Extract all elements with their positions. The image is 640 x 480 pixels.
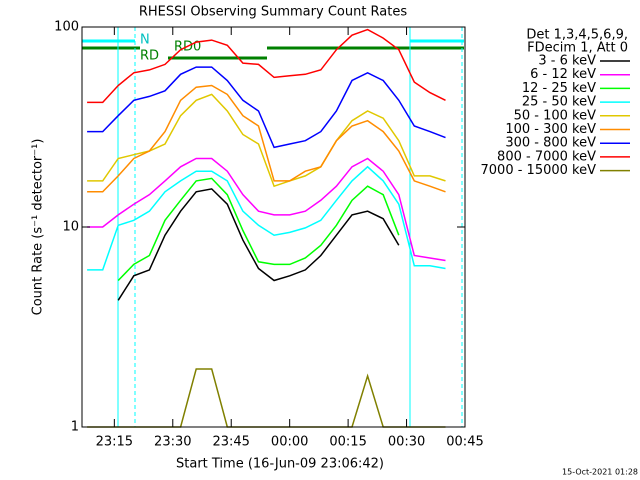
legend-label: 25 - 50 keV <box>522 95 596 110</box>
series-line <box>87 165 446 271</box>
legend-label: 50 - 100 keV <box>514 108 597 123</box>
legend-label: 6 - 12 keV <box>530 67 596 82</box>
x-tick-label: 23:15 <box>96 435 133 450</box>
series-line <box>87 28 446 104</box>
legend-label: 800 - 7000 keV <box>497 149 596 164</box>
annotation: RD <box>140 49 159 64</box>
legend-label: 12 - 25 keV <box>522 81 596 96</box>
legend-header: FDecim 1, Att 0 <box>527 41 628 56</box>
x-tick-label: 23:30 <box>154 435 191 450</box>
x-tick-label: 23:45 <box>212 435 249 450</box>
legend-label: 100 - 300 keV <box>505 122 596 137</box>
series-line <box>117 177 400 282</box>
legend-label: 3 - 6 keV <box>538 54 596 69</box>
x-axis-label: Start Time (16-Jun-09 23:06:42) <box>176 457 384 472</box>
series-line <box>87 66 446 149</box>
y-tick-label: 10 <box>62 220 79 235</box>
chart-title: RHESSI Observing Summary Count Rates <box>139 5 408 20</box>
y-tick-label: 1 <box>71 420 79 435</box>
legend-label: 300 - 800 keV <box>505 136 596 151</box>
annotation: N <box>140 33 150 48</box>
x-tick-label: 00:45 <box>446 435 483 450</box>
series-line <box>87 84 446 193</box>
series-line <box>117 188 400 301</box>
legend-label: 7000 - 15000 keV <box>481 163 597 178</box>
legend-header: Det 1,3,4,5,6,9, <box>526 28 628 43</box>
series-line <box>87 157 446 262</box>
y-tick-label: 100 <box>54 20 79 35</box>
x-tick-label: 00:00 <box>271 435 308 450</box>
x-tick-label: 00:30 <box>388 435 425 450</box>
x-tick-label: 00:15 <box>329 435 366 450</box>
footer: 15-Oct-2021 01:28 <box>562 468 638 477</box>
y-axis-label: Count Rate (s⁻¹ detector⁻¹) <box>31 139 46 316</box>
